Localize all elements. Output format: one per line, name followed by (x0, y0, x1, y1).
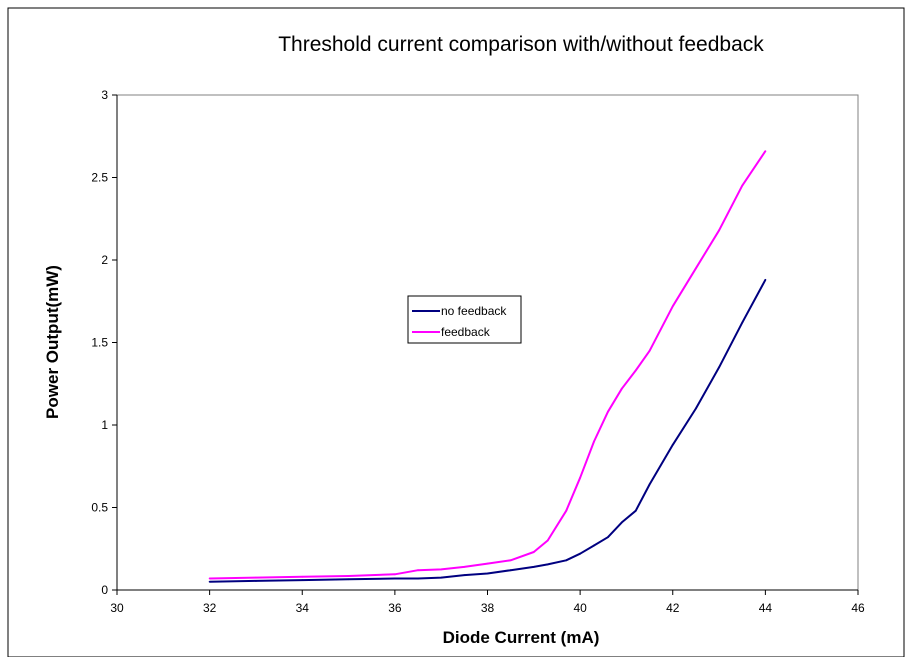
x-axis: 30 32 34 36 38 40 42 44 46 (110, 589, 865, 615)
chart-title: Threshold current comparison with/withou… (278, 33, 764, 56)
data-point-feedback (764, 150, 767, 153)
data-point-feedback (579, 476, 582, 479)
data-point-no-feedback (532, 566, 535, 568)
legend-box (407, 295, 522, 344)
data-point-no-feedback (546, 563, 549, 566)
y-tick-label: 3 (101, 88, 108, 102)
y-tick-label: 0 (101, 583, 108, 597)
legend-label-no-feedback: no feedback (441, 304, 507, 318)
data-point-feedback (648, 349, 651, 352)
data-point-feedback (347, 575, 350, 577)
x-tick-label: 34 (296, 601, 310, 615)
data-point-no-feedback (509, 569, 512, 572)
series-line-no-feedback (209, 279, 767, 583)
legend: no feedback feedback (407, 295, 522, 344)
data-point-feedback (695, 267, 697, 270)
series-line-feedback (209, 150, 767, 580)
data-point-no-feedback (718, 366, 720, 369)
y-tick-label: 1.5 (91, 336, 108, 350)
data-point-no-feedback (607, 536, 609, 539)
data-point-feedback (546, 539, 549, 542)
y-tick-label: 0.5 (91, 501, 108, 515)
data-point-feedback (509, 559, 512, 562)
data-point-no-feedback (565, 559, 568, 562)
x-tick-label: 44 (759, 601, 773, 615)
data-point-no-feedback (301, 579, 304, 581)
y-axis-title: Power Output(mW) (43, 265, 62, 419)
x-tick-label: 30 (110, 601, 124, 615)
x-tick-label: 38 (481, 601, 495, 615)
data-point-no-feedback (255, 580, 257, 582)
data-point-feedback (607, 410, 609, 413)
data-point-no-feedback (593, 544, 595, 547)
data-point-feedback (593, 440, 595, 443)
data-point-no-feedback (671, 443, 674, 446)
data-point-no-feedback (208, 580, 211, 583)
data-point-no-feedback (741, 321, 744, 324)
x-tick-label: 46 (851, 601, 865, 615)
y-tick-label: 1 (101, 418, 108, 432)
data-point-no-feedback (347, 578, 350, 581)
data-point-no-feedback (463, 574, 466, 577)
data-point-feedback (718, 229, 720, 232)
data-point-feedback (741, 184, 744, 187)
data-point-no-feedback (620, 521, 623, 524)
data-point-no-feedback (393, 577, 396, 580)
x-tick-label: 40 (573, 601, 587, 615)
data-point-feedback (486, 562, 489, 565)
data-point-no-feedback (417, 577, 419, 580)
x-tick-label: 32 (203, 601, 217, 615)
data-point-feedback (532, 551, 535, 553)
data-point-feedback (393, 573, 396, 576)
data-point-feedback (208, 577, 211, 580)
y-tick-label: 2 (101, 253, 108, 267)
data-point-feedback (565, 509, 568, 512)
x-axis-title: Diode Current (mA) (443, 628, 600, 647)
data-point-no-feedback (486, 572, 489, 575)
legend-label-feedback: feedback (441, 325, 491, 339)
data-point-feedback (634, 369, 637, 372)
data-point-no-feedback (764, 278, 767, 281)
data-point-feedback (440, 568, 443, 571)
data-point-no-feedback (695, 407, 697, 410)
y-tick-label: 2.5 (91, 171, 108, 185)
data-point-feedback (301, 575, 304, 578)
data-point-no-feedback (440, 576, 443, 579)
x-tick-label: 42 (666, 601, 680, 615)
data-point-feedback (620, 387, 623, 390)
data-point-no-feedback (579, 552, 582, 555)
series-layer (208, 150, 767, 583)
data-point-feedback (255, 576, 257, 579)
data-point-feedback (671, 305, 674, 308)
x-tick-label: 36 (388, 601, 402, 615)
data-point-no-feedback (634, 509, 637, 512)
data-point-no-feedback (648, 483, 651, 486)
data-point-feedback (417, 569, 419, 572)
y-axis: 0 0.5 1 1.5 2 2.5 3 (91, 88, 118, 597)
data-point-feedback (463, 566, 466, 568)
